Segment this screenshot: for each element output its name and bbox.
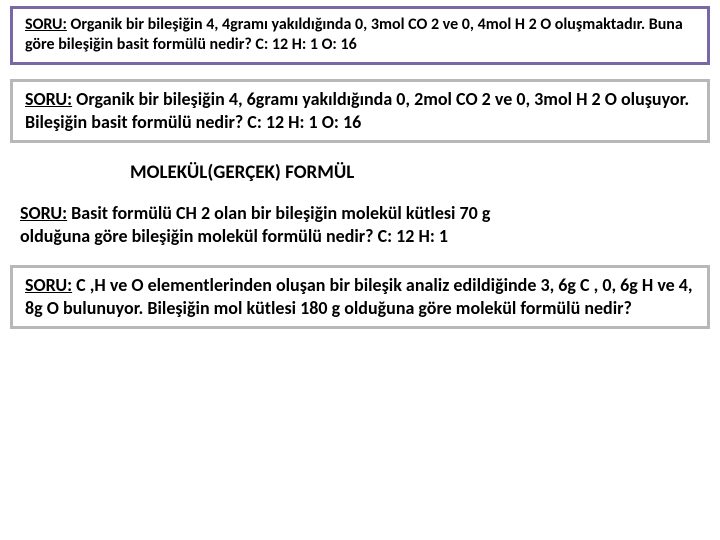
question-2-label: SORU: <box>25 88 72 110</box>
question-box-2: SORU: Organik bir bileşiğin 4, 6gramı ya… <box>10 79 710 143</box>
question-3-lead: Basit formülü CH 2 olan bir bileşiğin mo… <box>67 202 490 224</box>
section-heading: MOLEKÜL(GERÇEK) FORMÜL <box>10 161 710 184</box>
question-3-label: SORU: <box>20 202 67 224</box>
question-4-label: SORU: <box>25 274 72 296</box>
question-3: SORU: Basit formülü CH 2 olan bir bileşi… <box>10 202 710 249</box>
question-3-rest: olduğuna göre bileşiğin molekül formülü … <box>20 225 448 247</box>
question-1-text: SORU: Organik bir bileşiğin 4, 4gramı ya… <box>25 15 695 56</box>
question-4-body: C ,H ve O elementlerinden oluşan bir bil… <box>25 274 693 319</box>
question-1-label: SORU: <box>25 15 67 34</box>
question-box-4: SORU: C ,H ve O elementlerinden oluşan b… <box>10 265 710 329</box>
question-4-text: SORU: C ,H ve O elementlerinden oluşan b… <box>25 274 695 320</box>
question-2-text: SORU: Organik bir bileşiğin 4, 6gramı ya… <box>25 88 695 134</box>
question-1-body: Organik bir bileşiğin 4, 4gramı yakıldığ… <box>25 15 683 54</box>
question-2-body: Organik bir bileşiğin 4, 6gramı yakıldığ… <box>25 88 689 133</box>
question-box-1: SORU: Organik bir bileşiğin 4, 4gramı ya… <box>10 6 710 65</box>
